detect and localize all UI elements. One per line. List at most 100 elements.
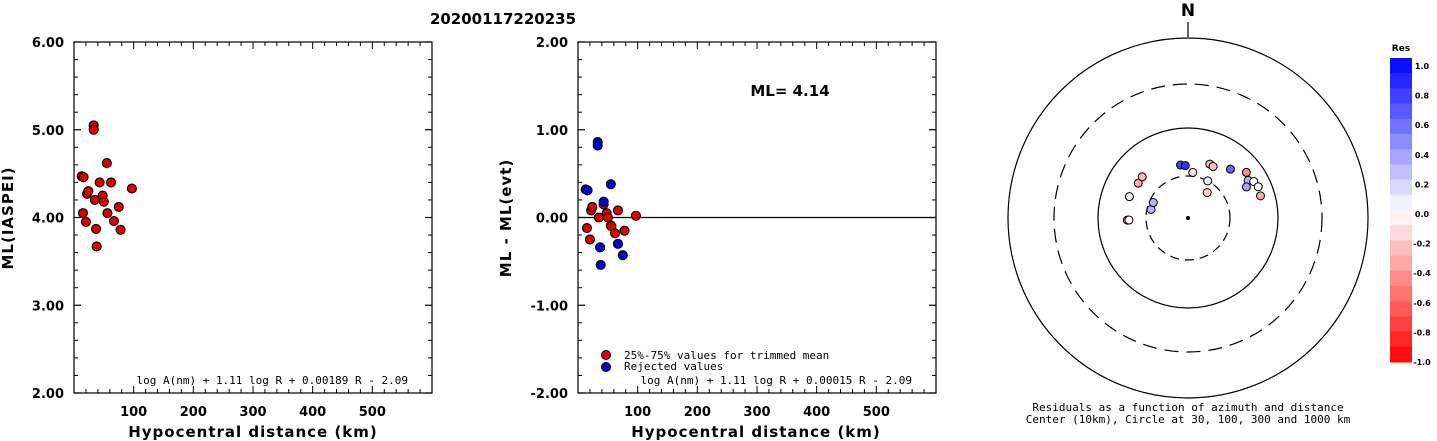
- x-tick-label: 400: [299, 405, 326, 420]
- colorbar-cell: [1390, 225, 1412, 241]
- y-tick-label: 2.00: [536, 36, 568, 51]
- ring-300km: [1053, 83, 1323, 353]
- data-point: [612, 238, 624, 249]
- figure-title: 20200117220235: [430, 10, 576, 28]
- residual-point: [1241, 167, 1251, 177]
- x-tick-label: 500: [359, 405, 386, 420]
- residual-point: [1148, 198, 1158, 208]
- data-point: [619, 225, 630, 236]
- y-tick-label: 2.00: [32, 387, 64, 402]
- residual-point: [1225, 164, 1235, 174]
- colorbar-tick-label: 0.2: [1415, 180, 1429, 189]
- colorbar-cell: [1390, 179, 1412, 196]
- residual-point: [1203, 176, 1213, 186]
- y-tick-label: -1.00: [531, 299, 568, 314]
- x-axis-label-1: Hypocentral distance (km): [128, 423, 378, 441]
- azimuth-residual-plot: N Residuals as a function of azimuth and…: [1007, 1, 1369, 426]
- y-tick-label: 0.00: [536, 212, 568, 227]
- residual-points: [1122, 159, 1265, 225]
- colorbar-tick-label: 0.0: [1415, 210, 1430, 219]
- data-point: [609, 228, 621, 239]
- x-axis-label-2: Hypocentral distance (km): [631, 423, 881, 441]
- x-tick-label: 100: [120, 405, 147, 420]
- data-point: [595, 242, 606, 253]
- colorbar-tick-label: -1.0: [1413, 358, 1431, 367]
- colorbar-tick-label: 0.4: [1415, 151, 1430, 160]
- colorbar-cell: [1390, 88, 1412, 105]
- y-ticks-2: -2.00 -1.00 0.00 1.00 2.00: [531, 36, 936, 402]
- y-tick-label: 6.00: [32, 36, 64, 51]
- formula-1: log A(nm) + 1.11 log R + 0.00189 R - 2.0…: [136, 374, 408, 387]
- data-points-1: [76, 120, 137, 252]
- colorbar-cell: [1390, 73, 1412, 89]
- colorbar-cell: [1390, 164, 1412, 181]
- colorbar-cell: [1390, 58, 1412, 74]
- x-ticks-1: 100 200 300 400 500: [73, 42, 433, 420]
- colorbar-tick-label: -0.6: [1413, 299, 1431, 308]
- y-tick-label: 1.00: [536, 124, 568, 139]
- colorbar-cells: [1390, 58, 1412, 363]
- data-point: [91, 223, 102, 234]
- residual-point: [1137, 172, 1147, 182]
- y-ticks-1: 2.00 3.00 4.00 5.00 6.00: [32, 36, 432, 402]
- data-point: [88, 124, 99, 135]
- y-tick-label: 3.00: [32, 299, 64, 314]
- colorbar-tick-label: 0.8: [1415, 92, 1430, 101]
- data-point: [77, 208, 88, 219]
- ml-annotation: ML= 4.14: [750, 82, 829, 100]
- colorbar-tick-label: -0.2: [1413, 240, 1431, 249]
- colorbar-cell: [1390, 286, 1412, 302]
- legend-marker-rejected: [601, 362, 611, 372]
- y-axis-label-2: ML - ML(evt): [497, 159, 515, 277]
- colorbar-cell: [1390, 149, 1412, 165]
- colorbar-cell: [1390, 210, 1412, 226]
- data-point: [630, 210, 641, 221]
- data-point: [617, 250, 628, 261]
- data-point: [582, 185, 593, 196]
- ring-1000km: [1007, 37, 1369, 399]
- colorbar-tick-label: -0.4: [1413, 269, 1431, 278]
- residual-point: [1180, 161, 1190, 171]
- residual-vs-distance-plot: -2.00 -1.00 0.00 1.00 2.00 100 200 300 400 500 M…: [497, 36, 937, 441]
- residual-point: [1188, 167, 1198, 177]
- data-point: [581, 222, 593, 234]
- colorbar-cell: [1390, 270, 1412, 287]
- colorbar-cell: [1390, 118, 1412, 135]
- residual-point: [1133, 178, 1143, 188]
- data-point: [105, 177, 117, 188]
- colorbar-cell: [1390, 240, 1412, 257]
- formula-2: log A(nm) + 1.11 log R + 0.00015 R - 2.0…: [640, 374, 912, 387]
- residual-point: [1124, 215, 1134, 225]
- data-point: [101, 158, 112, 169]
- colorbar-tick-label: 0.6: [1415, 121, 1430, 130]
- x-tick-label: 300: [743, 405, 770, 420]
- data-point: [115, 224, 126, 235]
- legend-label-rejected: Rejected values: [624, 360, 723, 373]
- data-point: [587, 201, 598, 213]
- north-label: N: [1181, 1, 1195, 21]
- y-tick-label: -2.00: [531, 387, 568, 402]
- data-point: [108, 215, 120, 227]
- y-tick-label: 4.00: [32, 212, 64, 227]
- x-tick-label: 200: [180, 405, 207, 420]
- y-axis-label-1: ML(IASPEI): [0, 166, 17, 269]
- colorbar-cell: [1390, 255, 1412, 272]
- x-tick-label: 100: [624, 405, 651, 420]
- data-point: [83, 186, 94, 197]
- colorbar-tick-label: -0.8: [1413, 328, 1431, 337]
- data-point: [584, 234, 595, 245]
- data-point: [102, 208, 113, 219]
- legend-label-trimmed: 25%-75% values for trimmed mean: [624, 349, 829, 362]
- colorbar-cell: [1390, 331, 1412, 348]
- residual-point: [1124, 192, 1134, 202]
- residual-point: [1255, 191, 1265, 201]
- colorbar-cell: [1390, 194, 1412, 211]
- data-point: [592, 140, 603, 151]
- colorbar-cell: [1390, 346, 1412, 363]
- colorbar-cell: [1390, 316, 1412, 333]
- x-tick-label: 400: [803, 405, 830, 420]
- data-point: [126, 183, 137, 194]
- x-tick-label: 300: [239, 405, 266, 420]
- data-point: [605, 179, 616, 190]
